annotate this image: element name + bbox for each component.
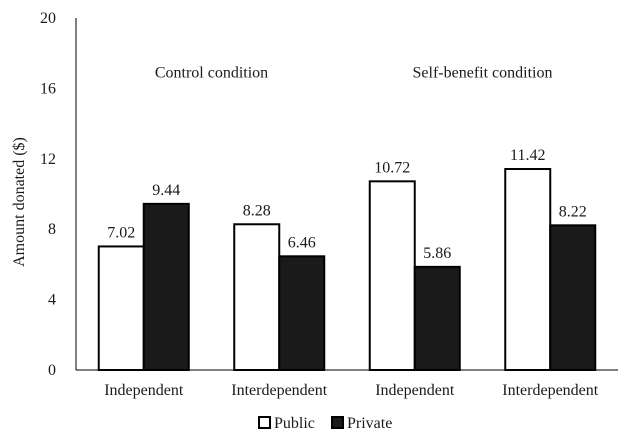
legend-swatch-private (331, 416, 344, 429)
bar-public (368, 180, 416, 371)
y-axis-label: Amount donated ($) (11, 137, 28, 267)
condition-annotation: Control condition (155, 64, 268, 81)
data-labels-group: 7.02 8.28 10.72 11.42 9.44 6.46 5.86 8.22 (107, 147, 587, 262)
bar-public (504, 168, 552, 371)
bars-group (97, 168, 597, 372)
y-tick-label: 8 (48, 221, 56, 238)
data-label: 9.44 (152, 182, 180, 199)
condition-annotation: Self-benefit condition (413, 64, 553, 81)
data-label: 8.28 (243, 202, 271, 219)
bar-private (142, 202, 190, 371)
legend-label-public: Public (274, 415, 315, 432)
category-label: Interdependent (231, 382, 328, 399)
data-label: 8.22 (559, 203, 587, 220)
category-label: Independent (375, 382, 455, 399)
category-labels-group: Independent Interdependent Independent Inte… (104, 382, 599, 399)
bar-private (278, 255, 326, 371)
y-tick-label: 4 (48, 292, 56, 309)
bar-private (549, 224, 597, 371)
legend: Public Private (258, 415, 392, 432)
legend-swatch-public (258, 416, 271, 429)
category-label: Interdependent (502, 382, 599, 399)
data-label: 7.02 (107, 224, 135, 241)
data-label: 5.86 (423, 245, 451, 262)
y-tick-label: 12 (40, 151, 56, 168)
legend-label-private: Private (347, 415, 392, 432)
bar-private (413, 265, 461, 372)
y-tick-label: 0 (48, 362, 56, 379)
bar-public (97, 245, 145, 371)
y-tick-label: 20 (40, 10, 56, 27)
data-label: 11.42 (510, 147, 545, 164)
y-axis-ticks: 0 4 8 12 16 20 (40, 10, 56, 379)
annotations-group: Control condition Self-benefit condition (155, 64, 553, 81)
category-label: Independent (104, 382, 184, 399)
data-label: 10.72 (374, 159, 410, 176)
y-tick-label: 16 (40, 80, 56, 97)
bar-public (233, 223, 281, 371)
data-label: 6.46 (288, 234, 316, 251)
